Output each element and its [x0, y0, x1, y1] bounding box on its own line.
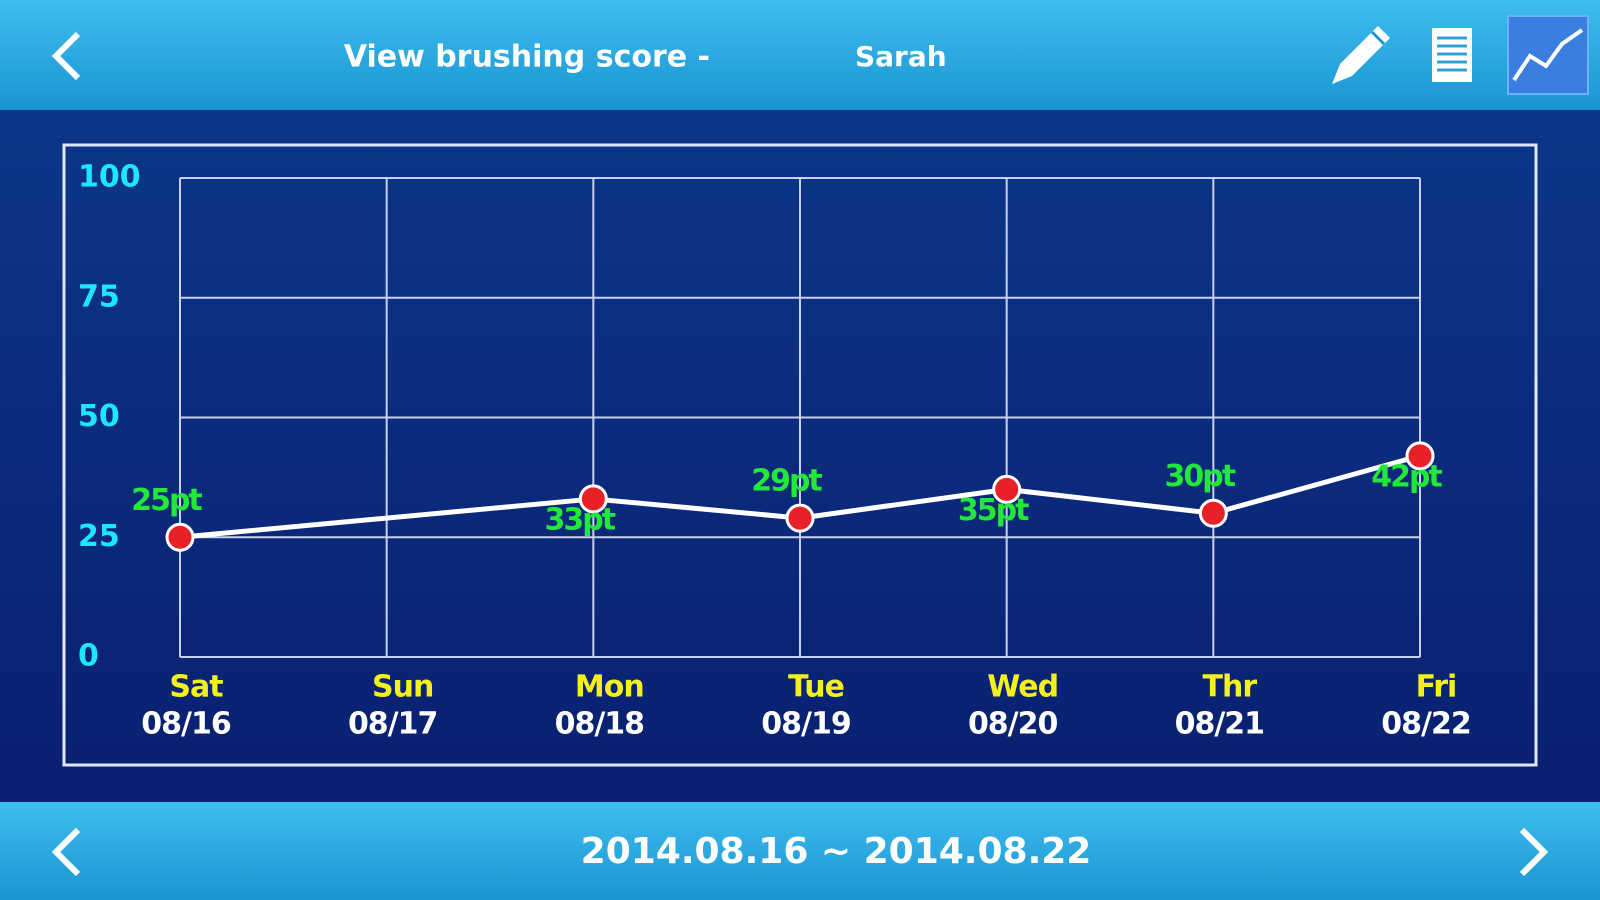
x-tick-label: Mon — [575, 670, 644, 705]
y-tick-label: 100 — [78, 160, 141, 195]
x-tick-date: 08/21 — [1175, 707, 1264, 742]
y-tick-label: 25 — [78, 519, 120, 554]
top-bar — [0, 0, 1600, 110]
score-label: 25pt — [131, 483, 202, 518]
x-tick-label: Sat — [169, 670, 223, 705]
x-tick-date: 08/19 — [761, 707, 850, 742]
x-tick-label: Sun — [372, 670, 433, 705]
score-label: 30pt — [1165, 459, 1236, 494]
chart-frame — [62, 143, 1538, 767]
y-tick-label: 50 — [78, 399, 120, 434]
score-label: 33pt — [545, 502, 616, 537]
screen-title: View brushing score - — [344, 40, 710, 75]
list-button[interactable] — [1432, 28, 1472, 82]
x-tick-label: Tue — [788, 670, 844, 705]
score-label: 29pt — [751, 464, 822, 499]
user-name: Sarah — [855, 40, 947, 73]
score-label: 42pt — [1371, 459, 1442, 494]
score-point — [578, 484, 608, 514]
x-tick-date: 08/17 — [348, 707, 437, 742]
score-point — [165, 522, 195, 552]
score-line — [179, 453, 1421, 540]
date-range: 2014.08.16 ~ 2014.08.22 — [581, 831, 1092, 872]
score-point — [1198, 498, 1228, 528]
score-point — [992, 474, 1022, 504]
score-point — [1405, 441, 1435, 471]
next-week-button[interactable] — [1519, 827, 1549, 877]
x-tick-date: 08/16 — [141, 707, 231, 742]
edit-button[interactable] — [1332, 26, 1390, 84]
x-tick-date: 08/20 — [968, 707, 1058, 742]
x-tick-date: 08/22 — [1381, 707, 1470, 742]
x-tick-label: Thr — [1203, 670, 1258, 705]
plot: 0255075100Sat08/16Sun08/17Mon08/18Tue08/… — [78, 160, 1472, 742]
bottom-bar — [0, 802, 1600, 900]
previous-week-button[interactable] — [51, 827, 81, 877]
x-tick-label: Fri — [1416, 670, 1457, 705]
score-point — [785, 503, 815, 533]
x-tick-date: 08/18 — [555, 707, 645, 742]
x-tick-label: Wed — [987, 670, 1058, 705]
graph-button[interactable] — [1507, 15, 1589, 95]
back-button[interactable] — [51, 31, 81, 81]
score-label: 35pt — [958, 493, 1029, 528]
y-tick-label: 75 — [78, 279, 120, 314]
y-tick-label: 0 — [78, 639, 99, 674]
